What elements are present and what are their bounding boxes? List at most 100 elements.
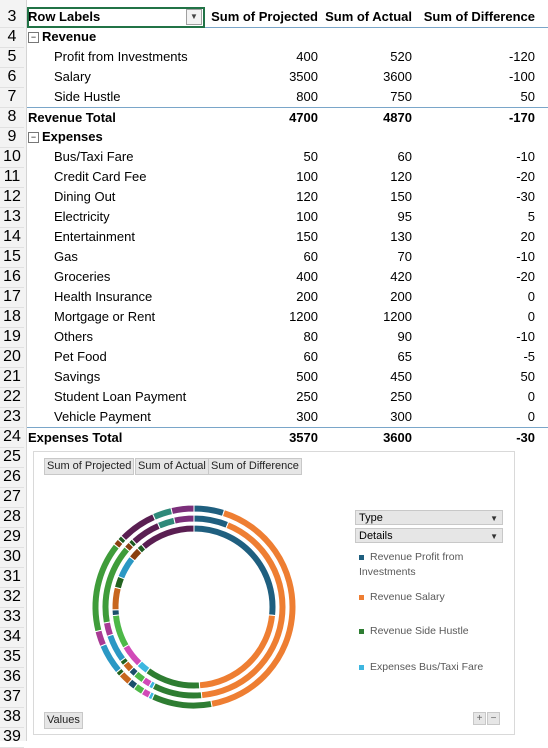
row-number[interactable]: 22 (0, 387, 24, 408)
cell-actual[interactable]: 150 (390, 189, 412, 204)
pivot-row[interactable]: Savings 500 450 50 (27, 367, 548, 387)
row-number[interactable]: 23 (0, 407, 24, 428)
row-number[interactable]: 25 (0, 447, 24, 468)
cell-projected[interactable]: 50 (303, 149, 318, 164)
row-label[interactable]: Savings (54, 369, 101, 384)
cell-actual[interactable]: 4870 (383, 110, 412, 125)
row-number[interactable]: 20 (0, 347, 24, 368)
cell-actual[interactable]: 70 (397, 249, 412, 264)
pivot-row[interactable]: Mortgage or Rent 1200 1200 0 (27, 307, 548, 327)
pivot-row[interactable]: Side Hustle 800 750 50 (27, 87, 548, 107)
header-sum-difference[interactable]: Sum of Difference (423, 9, 535, 24)
pivot-row[interactable]: Salary 3500 3600 -100 (27, 67, 548, 87)
row-number[interactable]: 27 (0, 487, 24, 508)
row-number[interactable]: 19 (0, 327, 24, 348)
cell-projected[interactable]: 800 (296, 89, 318, 104)
row-number[interactable]: 38 (0, 707, 24, 728)
type-dropdown[interactable]: Type ▼ (355, 510, 503, 525)
zoom-in-button[interactable]: + (473, 712, 486, 725)
pivot-row[interactable]: Gas 60 70 -10 (27, 247, 548, 267)
row-number[interactable]: 6 (0, 67, 24, 88)
row-number[interactable]: 32 (0, 587, 24, 608)
cell-projected[interactable]: 60 (303, 249, 318, 264)
collapse-icon[interactable]: − (28, 32, 39, 44)
cell-projected[interactable]: 3570 (289, 430, 318, 445)
cell-actual[interactable]: 200 (390, 289, 412, 304)
cell-actual[interactable]: 60 (397, 149, 412, 164)
legend-entry[interactable]: Revenue Side Hustle (359, 624, 484, 639)
field-button-difference[interactable]: Sum of Difference (208, 458, 302, 475)
cell-projected[interactable]: 1200 (289, 309, 318, 324)
field-button-projected[interactable]: Sum of Projected (44, 458, 135, 475)
pivot-row[interactable]: Pet Food 60 65 -5 (27, 347, 548, 367)
cell-projected[interactable]: 60 (303, 349, 318, 364)
cell-difference[interactable]: -30 (516, 189, 535, 204)
pivot-group-row[interactable]: − Revenue (27, 27, 548, 47)
row-number[interactable]: 16 (0, 267, 24, 288)
row-number[interactable]: 18 (0, 307, 24, 328)
row-label[interactable]: Student Loan Payment (54, 389, 187, 404)
group-label[interactable]: − Expenses (28, 127, 103, 147)
row-number[interactable]: 33 (0, 607, 24, 628)
row-number[interactable]: 4 (0, 27, 24, 48)
cell-actual[interactable]: 95 (397, 209, 412, 224)
cell-difference[interactable]: -170 (508, 110, 535, 125)
pivot-total-row[interactable]: Expenses Total 3570 3600 -30 (27, 427, 548, 448)
cell-actual[interactable]: 3600 (383, 430, 412, 445)
cell-actual[interactable]: 750 (390, 89, 412, 104)
collapse-icon[interactable]: − (28, 132, 39, 144)
cell-actual[interactable]: 1200 (383, 309, 412, 324)
row-number[interactable]: 21 (0, 367, 24, 388)
row-number[interactable]: 12 (0, 187, 24, 208)
cell-projected[interactable]: 3500 (289, 69, 318, 84)
values-button[interactable]: Values (44, 712, 83, 729)
cell-difference[interactable]: -10 (516, 249, 535, 264)
cell-projected[interactable]: 500 (296, 369, 318, 384)
cell-difference[interactable]: -10 (516, 329, 535, 344)
legend-entry[interactable]: Expenses Bus/Taxi Fare (359, 660, 484, 675)
pivot-row[interactable]: Entertainment 150 130 20 (27, 227, 548, 247)
cell-projected[interactable]: 400 (296, 49, 318, 64)
row-number[interactable]: 31 (0, 567, 24, 588)
pivot-row[interactable]: Bus/Taxi Fare 50 60 -10 (27, 147, 548, 167)
row-label[interactable]: Health Insurance (54, 289, 153, 304)
row-label[interactable]: Groceries (54, 269, 111, 284)
cell-difference[interactable]: 50 (520, 89, 535, 104)
pivot-row[interactable]: Groceries 400 420 -20 (27, 267, 548, 287)
pivot-row[interactable]: Electricity 100 95 5 (27, 207, 548, 227)
cell-projected[interactable]: 4700 (289, 110, 318, 125)
pivot-header-row[interactable]: Row Labels Sum of Projected Sum of Actual S… (27, 7, 548, 28)
row-number[interactable]: 8 (0, 107, 24, 128)
row-label[interactable]: Credit Card Fee (54, 169, 147, 184)
row-label[interactable]: Vehicle Payment (54, 409, 151, 424)
cell-projected[interactable]: 400 (296, 269, 318, 284)
row-number[interactable]: 17 (0, 287, 24, 308)
cell-projected[interactable]: 300 (296, 409, 318, 424)
cell-difference[interactable]: -30 (516, 430, 535, 445)
cell-actual[interactable]: 300 (390, 409, 412, 424)
cell-difference[interactable]: -120 (508, 49, 535, 64)
cell-actual[interactable]: 90 (397, 329, 412, 344)
cell-projected[interactable]: 100 (296, 169, 318, 184)
row-label[interactable]: Gas (54, 249, 78, 264)
donut-slice-2-11[interactable] (102, 621, 115, 637)
row-number[interactable]: 5 (0, 47, 24, 68)
cell-projected[interactable]: 150 (296, 229, 318, 244)
row-number[interactable]: 39 (0, 727, 24, 748)
donut-slice-1-17[interactable] (170, 504, 195, 516)
row-label[interactable]: Entertainment (54, 229, 135, 244)
donut-slice-3-7[interactable] (111, 609, 120, 617)
cell-actual[interactable]: 3600 (383, 69, 412, 84)
filter-dropdown-icon[interactable]: ▼ (186, 9, 202, 25)
cell-actual[interactable]: 520 (390, 49, 412, 64)
row-number[interactable]: 37 (0, 687, 24, 708)
row-label[interactable]: Revenue Total (28, 110, 116, 125)
row-label[interactable]: Dining Out (54, 189, 116, 204)
cell-actual[interactable]: 450 (390, 369, 412, 384)
cell-actual[interactable]: 250 (390, 389, 412, 404)
cell-actual[interactable]: 420 (390, 269, 412, 284)
pivot-total-row[interactable]: Revenue Total 4700 4870 -170 (27, 107, 548, 128)
cell-projected[interactable]: 80 (303, 329, 318, 344)
zoom-out-button[interactable]: − (487, 712, 500, 725)
field-button-actual[interactable]: Sum of Actual (135, 458, 209, 475)
